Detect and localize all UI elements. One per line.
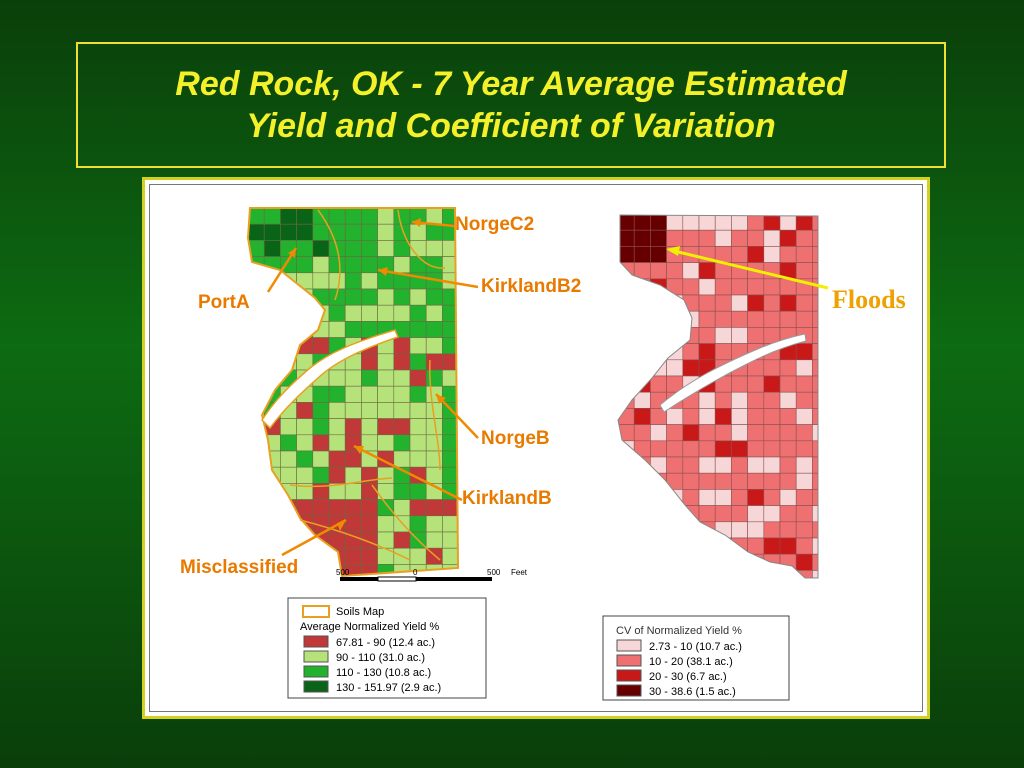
label-norgec2: NorgeC2 (455, 214, 535, 235)
arrow-floods-head (666, 246, 680, 256)
yield-legend-item-swatch (303, 680, 329, 693)
yield-legend-item-label: 110 - 130 (10.8 ac.) (336, 667, 431, 679)
yield-legend-item-swatch (303, 650, 329, 663)
scale-left-label: 500 (336, 568, 350, 577)
cv-legend-item-label: 2.73 - 10 (10.7 ac.) (649, 641, 742, 653)
scale-bar: 500 0 500 Feet (336, 568, 528, 582)
yield-legend-title: Average Normalized Yield % (300, 621, 439, 633)
slide-title-line2: Yield and Coefficient of Variation (246, 107, 776, 145)
yield-legend-item-swatch (303, 665, 329, 678)
callout-arrowheads (288, 218, 446, 531)
cv-legend-item-label: 20 - 30 (6.7 ac.) (649, 671, 727, 683)
cv-legend-item-label: 30 - 38.6 (1.5 ac.) (649, 686, 736, 698)
map-figure-inner-border (149, 184, 923, 712)
yield-map-river (261, 329, 400, 430)
arrow-kirklandb (353, 444, 463, 502)
soil-boundaries-yield (289, 209, 446, 561)
label-norgeb: NorgeB (481, 428, 550, 449)
scale-mid-label: 0 (413, 568, 418, 577)
cv-legend-item-swatch (616, 669, 642, 682)
slide-title-line1: Red Rock, OK - 7 Year Average Estimated (175, 65, 847, 103)
label-misclassified: Misclassified (180, 557, 299, 578)
label-porta: PortA (198, 292, 250, 313)
cv-legend-title: CV of Normalized Yield % (616, 625, 742, 637)
label-floods: Floods (832, 285, 906, 314)
yield-map-boundary (246, 207, 460, 578)
cv-map-boundary (617, 214, 819, 579)
arrow-kirklandb2 (377, 268, 479, 289)
arrow-floods (669, 248, 829, 290)
yield-legend-item-label: 90 - 110 (31.0 ac.) (336, 652, 425, 664)
cv-legend-item-label: 10 - 20 (38.1 ac.) (649, 656, 733, 668)
yield-legend-item-swatch (303, 635, 329, 648)
cv-legend: CV of Normalized Yield % 2.73 - 10 (10.7… (602, 615, 790, 701)
cv-legend-item-swatch (616, 684, 642, 697)
cv-map-river (659, 333, 807, 413)
arrow-misclassified (281, 518, 347, 557)
cv-map (618, 215, 818, 578)
cv-legend-item-swatch (616, 639, 642, 652)
cv-legend-item-swatch (616, 654, 642, 667)
scale-unit-label: Feet (511, 568, 528, 577)
soils-map-label: Soils Map (336, 606, 384, 618)
scale-right-label: 500 (487, 568, 501, 577)
yield-legend-item-label: 67.81 - 90 (12.4 ac.) (336, 637, 435, 649)
slide-title-box: Red Rock, OK - 7 Year Average Estimated … (76, 42, 946, 168)
arrow-norgeb (435, 393, 479, 439)
label-kirklandb2: KirklandB2 (481, 276, 582, 297)
yield-legend-item-label: 130 - 151.97 (2.9 ac.) (336, 682, 441, 694)
label-kirklandb: KirklandB (462, 488, 552, 509)
soils-map-swatch (302, 605, 330, 618)
yield-legend: Soils Map Average Normalized Yield % 67.… (287, 597, 487, 699)
